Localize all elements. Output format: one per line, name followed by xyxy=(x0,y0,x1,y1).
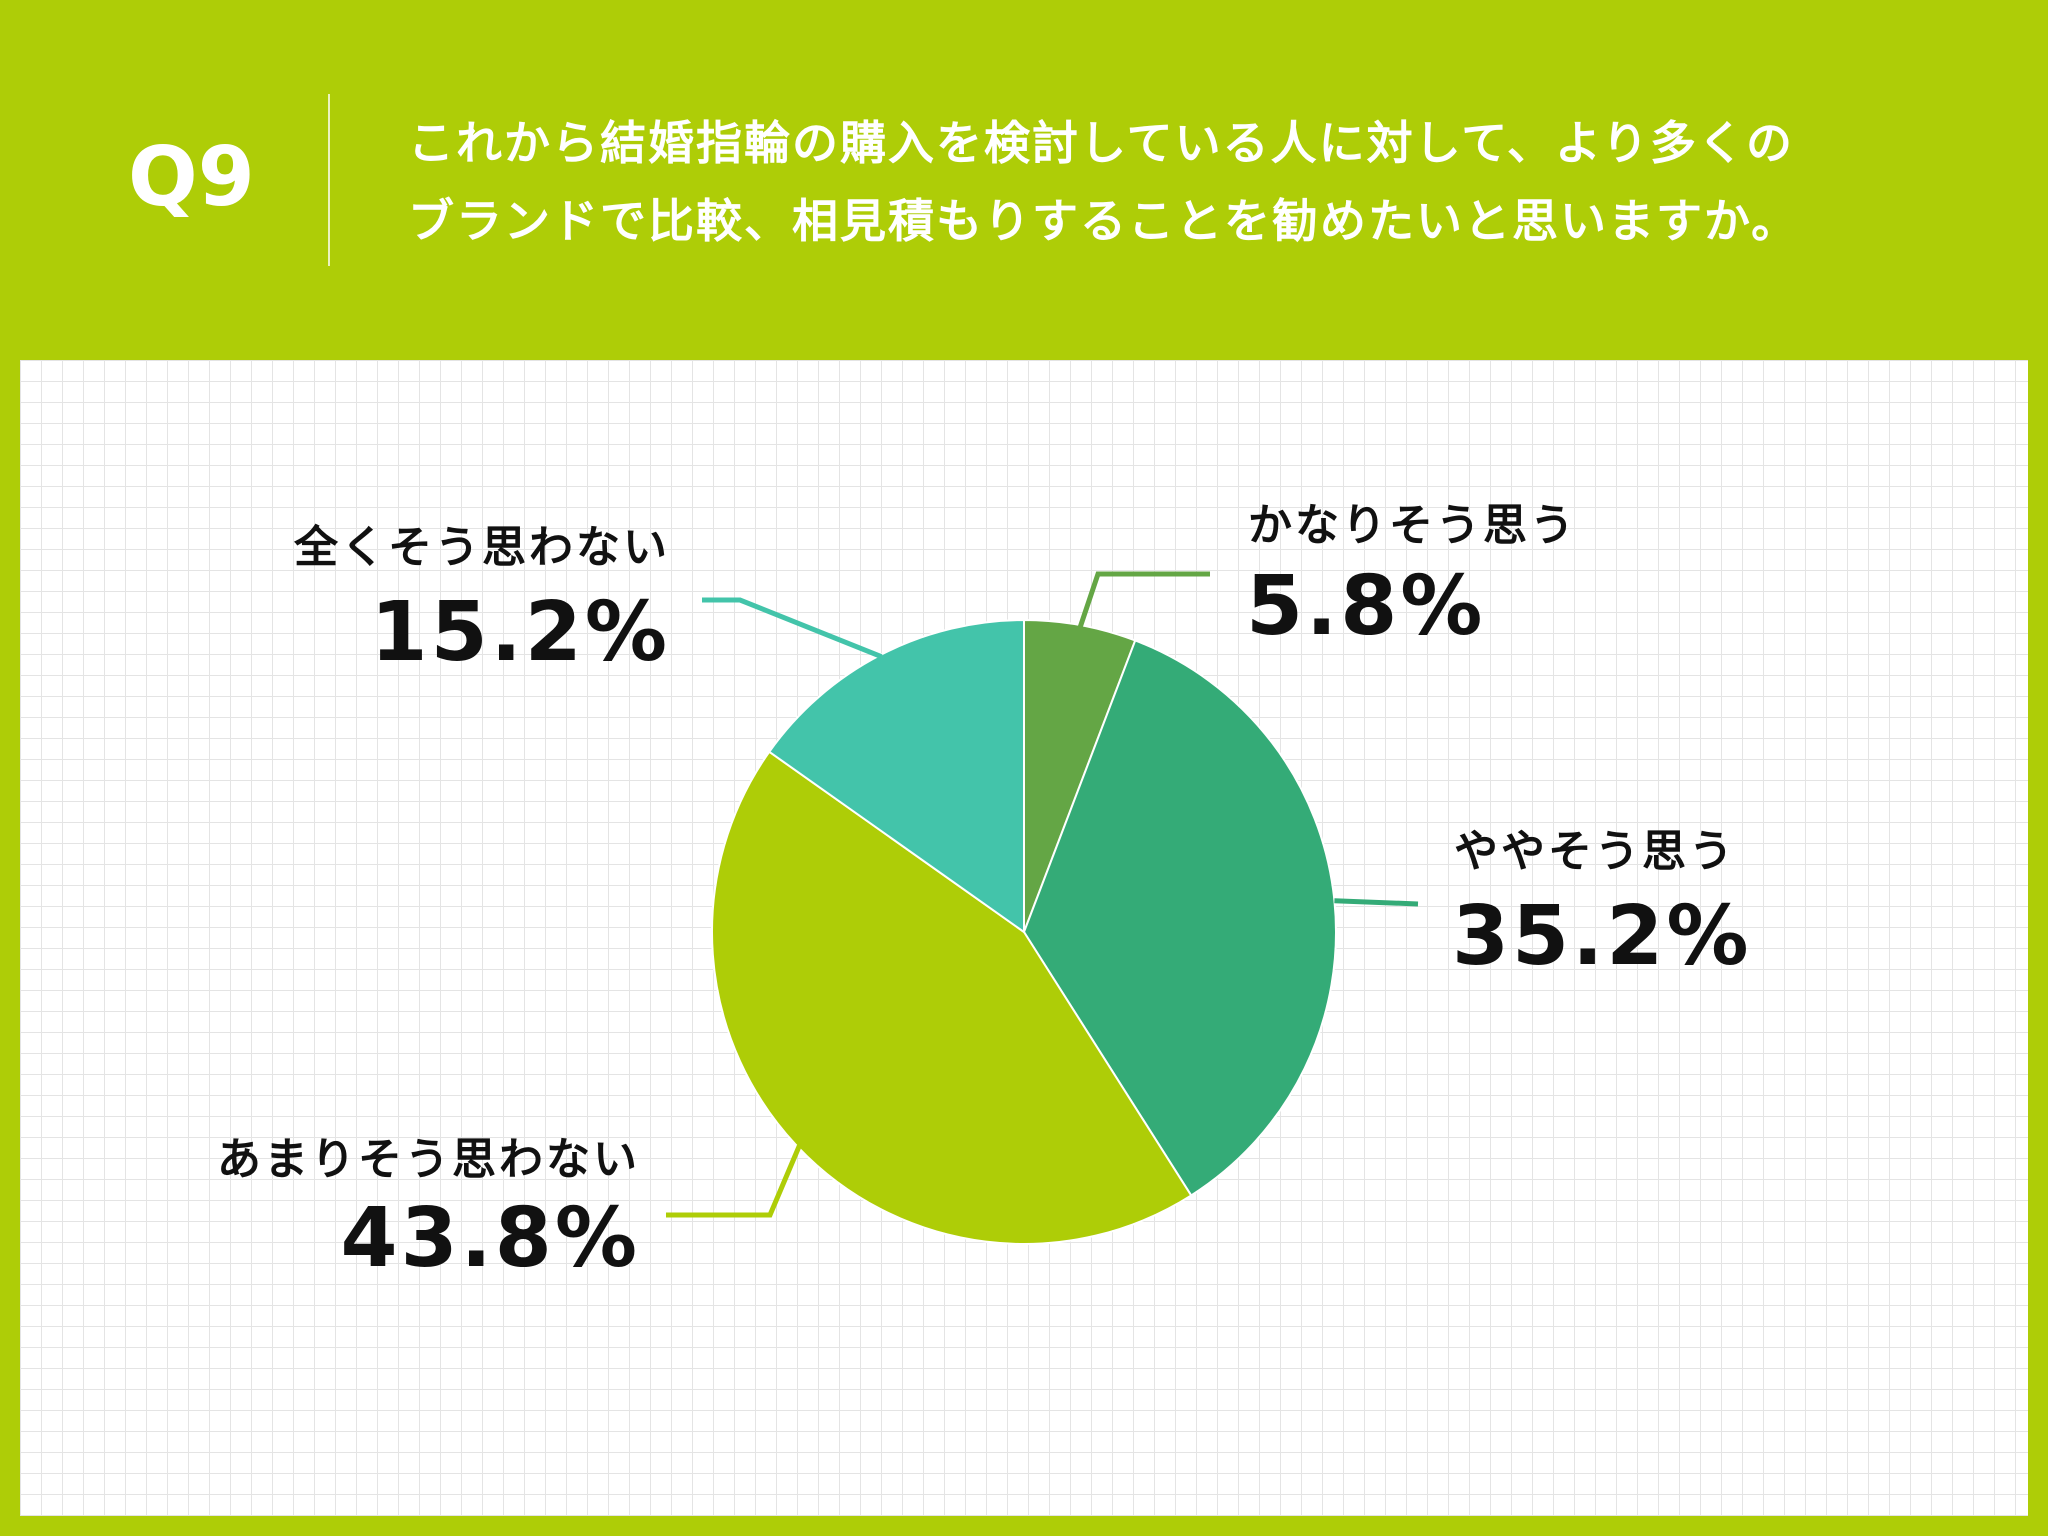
pie-slice-2 xyxy=(1022,639,1337,1197)
pie-slices xyxy=(711,618,1337,1245)
label-slice-1: かなりそう思う xyxy=(1248,500,1577,551)
header-divider xyxy=(328,94,330,266)
question-line-1: これから結婚指輪の購入を検討している人に対して、より多くの xyxy=(408,116,1795,170)
leader-line-4 xyxy=(702,597,883,660)
label-slice-2: ややそう思う xyxy=(1454,826,1736,877)
question-text: これから結婚指輪の購入を検討している人に対して、より多くの ブランドで比較、相見… xyxy=(408,104,1928,260)
question-header: Q9 これから結婚指輪の購入を検討している人に対して、より多くの ブランドで比較… xyxy=(0,0,2048,360)
question-line-2: ブランドで比較、相見積もりすることを勧めたいと思いますか。 xyxy=(408,194,1800,248)
leader-line-3 xyxy=(666,1144,802,1218)
value-slice-2: 35.2% xyxy=(1452,889,1752,984)
value-slice-1: 5.8% xyxy=(1246,559,1486,654)
leader-lines xyxy=(666,571,1419,1218)
value-slice-3: 43.8% xyxy=(340,1191,640,1286)
leader-line-2 xyxy=(1334,898,1419,907)
question-number: Q9 xyxy=(128,130,255,225)
label-slice-3: あまりそう思わない xyxy=(217,1134,640,1185)
leader-line-1 xyxy=(1077,571,1210,628)
value-slice-4: 15.2% xyxy=(370,585,670,680)
label-slice-4: 全くそう思わない xyxy=(294,522,670,573)
